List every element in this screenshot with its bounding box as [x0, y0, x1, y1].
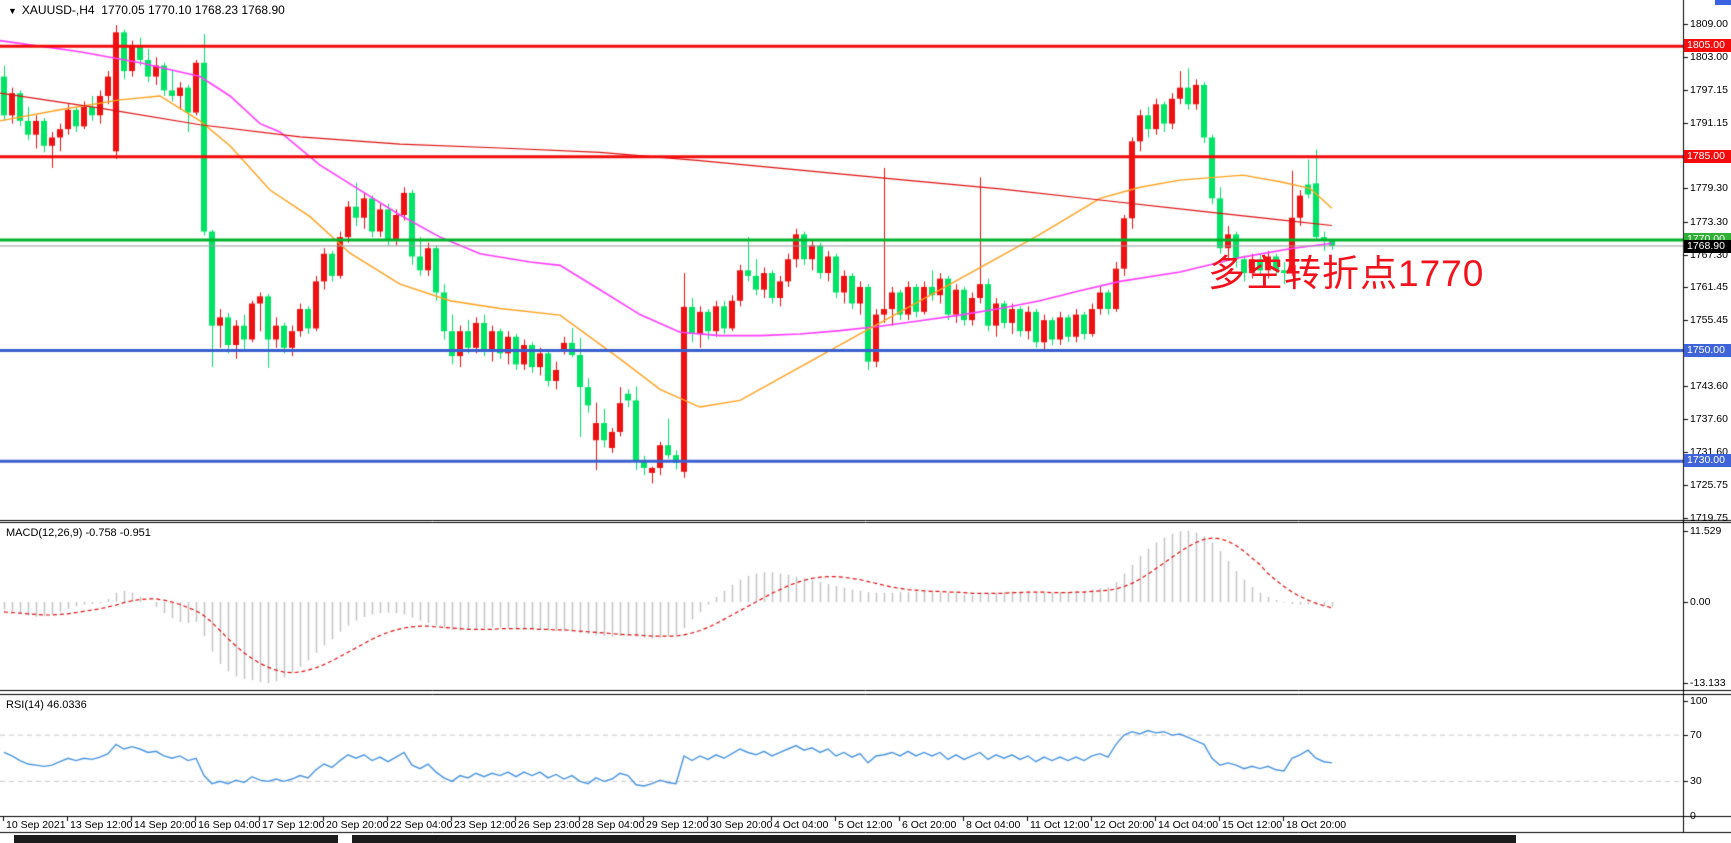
- corner-accent: [1715, 0, 1731, 5]
- rsi-tick-label: 100: [1690, 695, 1708, 707]
- price-level-badge: 1750.00: [1684, 344, 1731, 357]
- time-axis-label: 17 Sep 12:00: [262, 819, 325, 831]
- time-axis-label: 20 Sep 20:00: [326, 819, 389, 831]
- time-axis-label: 15 Oct 12:00: [1222, 819, 1283, 831]
- rsi-indicator-label: RSI(14) 46.0336: [6, 699, 87, 711]
- time-axis-label: 26 Sep 23:00: [518, 819, 581, 831]
- price-tick-label: 1755.45: [1690, 314, 1728, 326]
- time-axis-label: 14 Oct 04:00: [1158, 819, 1219, 831]
- rsi-tick-label: 0: [1690, 810, 1696, 822]
- time-axis-label: 16 Sep 04:00: [198, 819, 261, 831]
- macd-tick-label: 0.00: [1690, 596, 1711, 608]
- price-tick-label: 1773.30: [1690, 216, 1728, 228]
- time-axis-label: 5 Oct 12:00: [838, 819, 893, 831]
- time-axis-label: 28 Sep 04:00: [582, 819, 645, 831]
- symbol-period-label: XAUUSD-,H4: [21, 3, 95, 17]
- price-tick-label: 1737.60: [1690, 413, 1728, 425]
- price-level-badge: 1805.00: [1684, 39, 1731, 52]
- macd-tick-label: -13.133: [1690, 677, 1726, 689]
- time-axis-label: 11 Oct 12:00: [1030, 819, 1090, 831]
- rsi-tick-label: 70: [1690, 729, 1702, 741]
- rsi-tick-label: 30: [1690, 775, 1702, 787]
- horizontal-scrollbar-left[interactable]: [14, 835, 338, 843]
- macd-tick-label: 11.529: [1690, 525, 1722, 537]
- quote-ohlc-label: 1770.05 1770.10 1768.23 1768.90: [101, 3, 285, 17]
- macd-name: MACD(12,26,9): [6, 527, 83, 539]
- macd-values: -0.758 -0.951: [85, 527, 151, 539]
- price-tick-label: 1779.30: [1690, 182, 1728, 194]
- collapse-triangle-icon[interactable]: ▼: [8, 6, 17, 16]
- time-axis-label: 12 Oct 20:00: [1094, 819, 1155, 831]
- rsi-name: RSI(14): [6, 699, 44, 711]
- horizontal-scrollbar-right[interactable]: [352, 835, 1516, 843]
- price-tick-label: 1809.00: [1690, 18, 1728, 30]
- time-axis-label: 4 Oct 04:00: [774, 819, 829, 831]
- time-axis-label: 18 Oct 20:00: [1286, 819, 1347, 831]
- rsi-value: 46.0336: [46, 699, 87, 711]
- price-level-badge: 1785.00: [1684, 150, 1731, 163]
- price-level-badge: 1730.00: [1684, 454, 1731, 467]
- price-tick-label: 1719.75: [1690, 512, 1728, 524]
- time-axis-label: 13 Sep 12:00: [70, 819, 133, 831]
- time-axis-label: 6 Oct 20:00: [902, 819, 957, 831]
- time-axis-label: 23 Sep 12:00: [454, 819, 517, 831]
- current-price-badge: 1768.90: [1684, 240, 1731, 253]
- time-axis-label: 29 Sep 12:00: [646, 819, 709, 831]
- time-axis-label: 8 Oct 04:00: [966, 819, 1021, 831]
- macd-indicator-label: MACD(12,26,9) -0.758 -0.951: [6, 527, 151, 539]
- price-tick-label: 1743.60: [1690, 380, 1728, 392]
- price-tick-label: 1797.15: [1690, 84, 1728, 96]
- price-tick-label: 1791.15: [1690, 117, 1728, 129]
- price-tick-label: 1761.45: [1690, 281, 1728, 293]
- chart-title: ▼ XAUUSD-,H4 1770.05 1770.10 1768.23 1768…: [8, 3, 285, 17]
- price-tick-label: 1803.00: [1690, 51, 1728, 63]
- time-axis-label: 22 Sep 04:00: [390, 819, 453, 831]
- chinese-annotation-text[interactable]: 多空转折点1770: [1208, 253, 1485, 294]
- time-axis-label: 10 Sep 2021: [6, 819, 66, 831]
- price-tick-label: 1725.75: [1690, 479, 1728, 491]
- time-axis-label: 30 Sep 20:00: [710, 819, 773, 831]
- time-axis-label: 14 Sep 20:00: [134, 819, 197, 831]
